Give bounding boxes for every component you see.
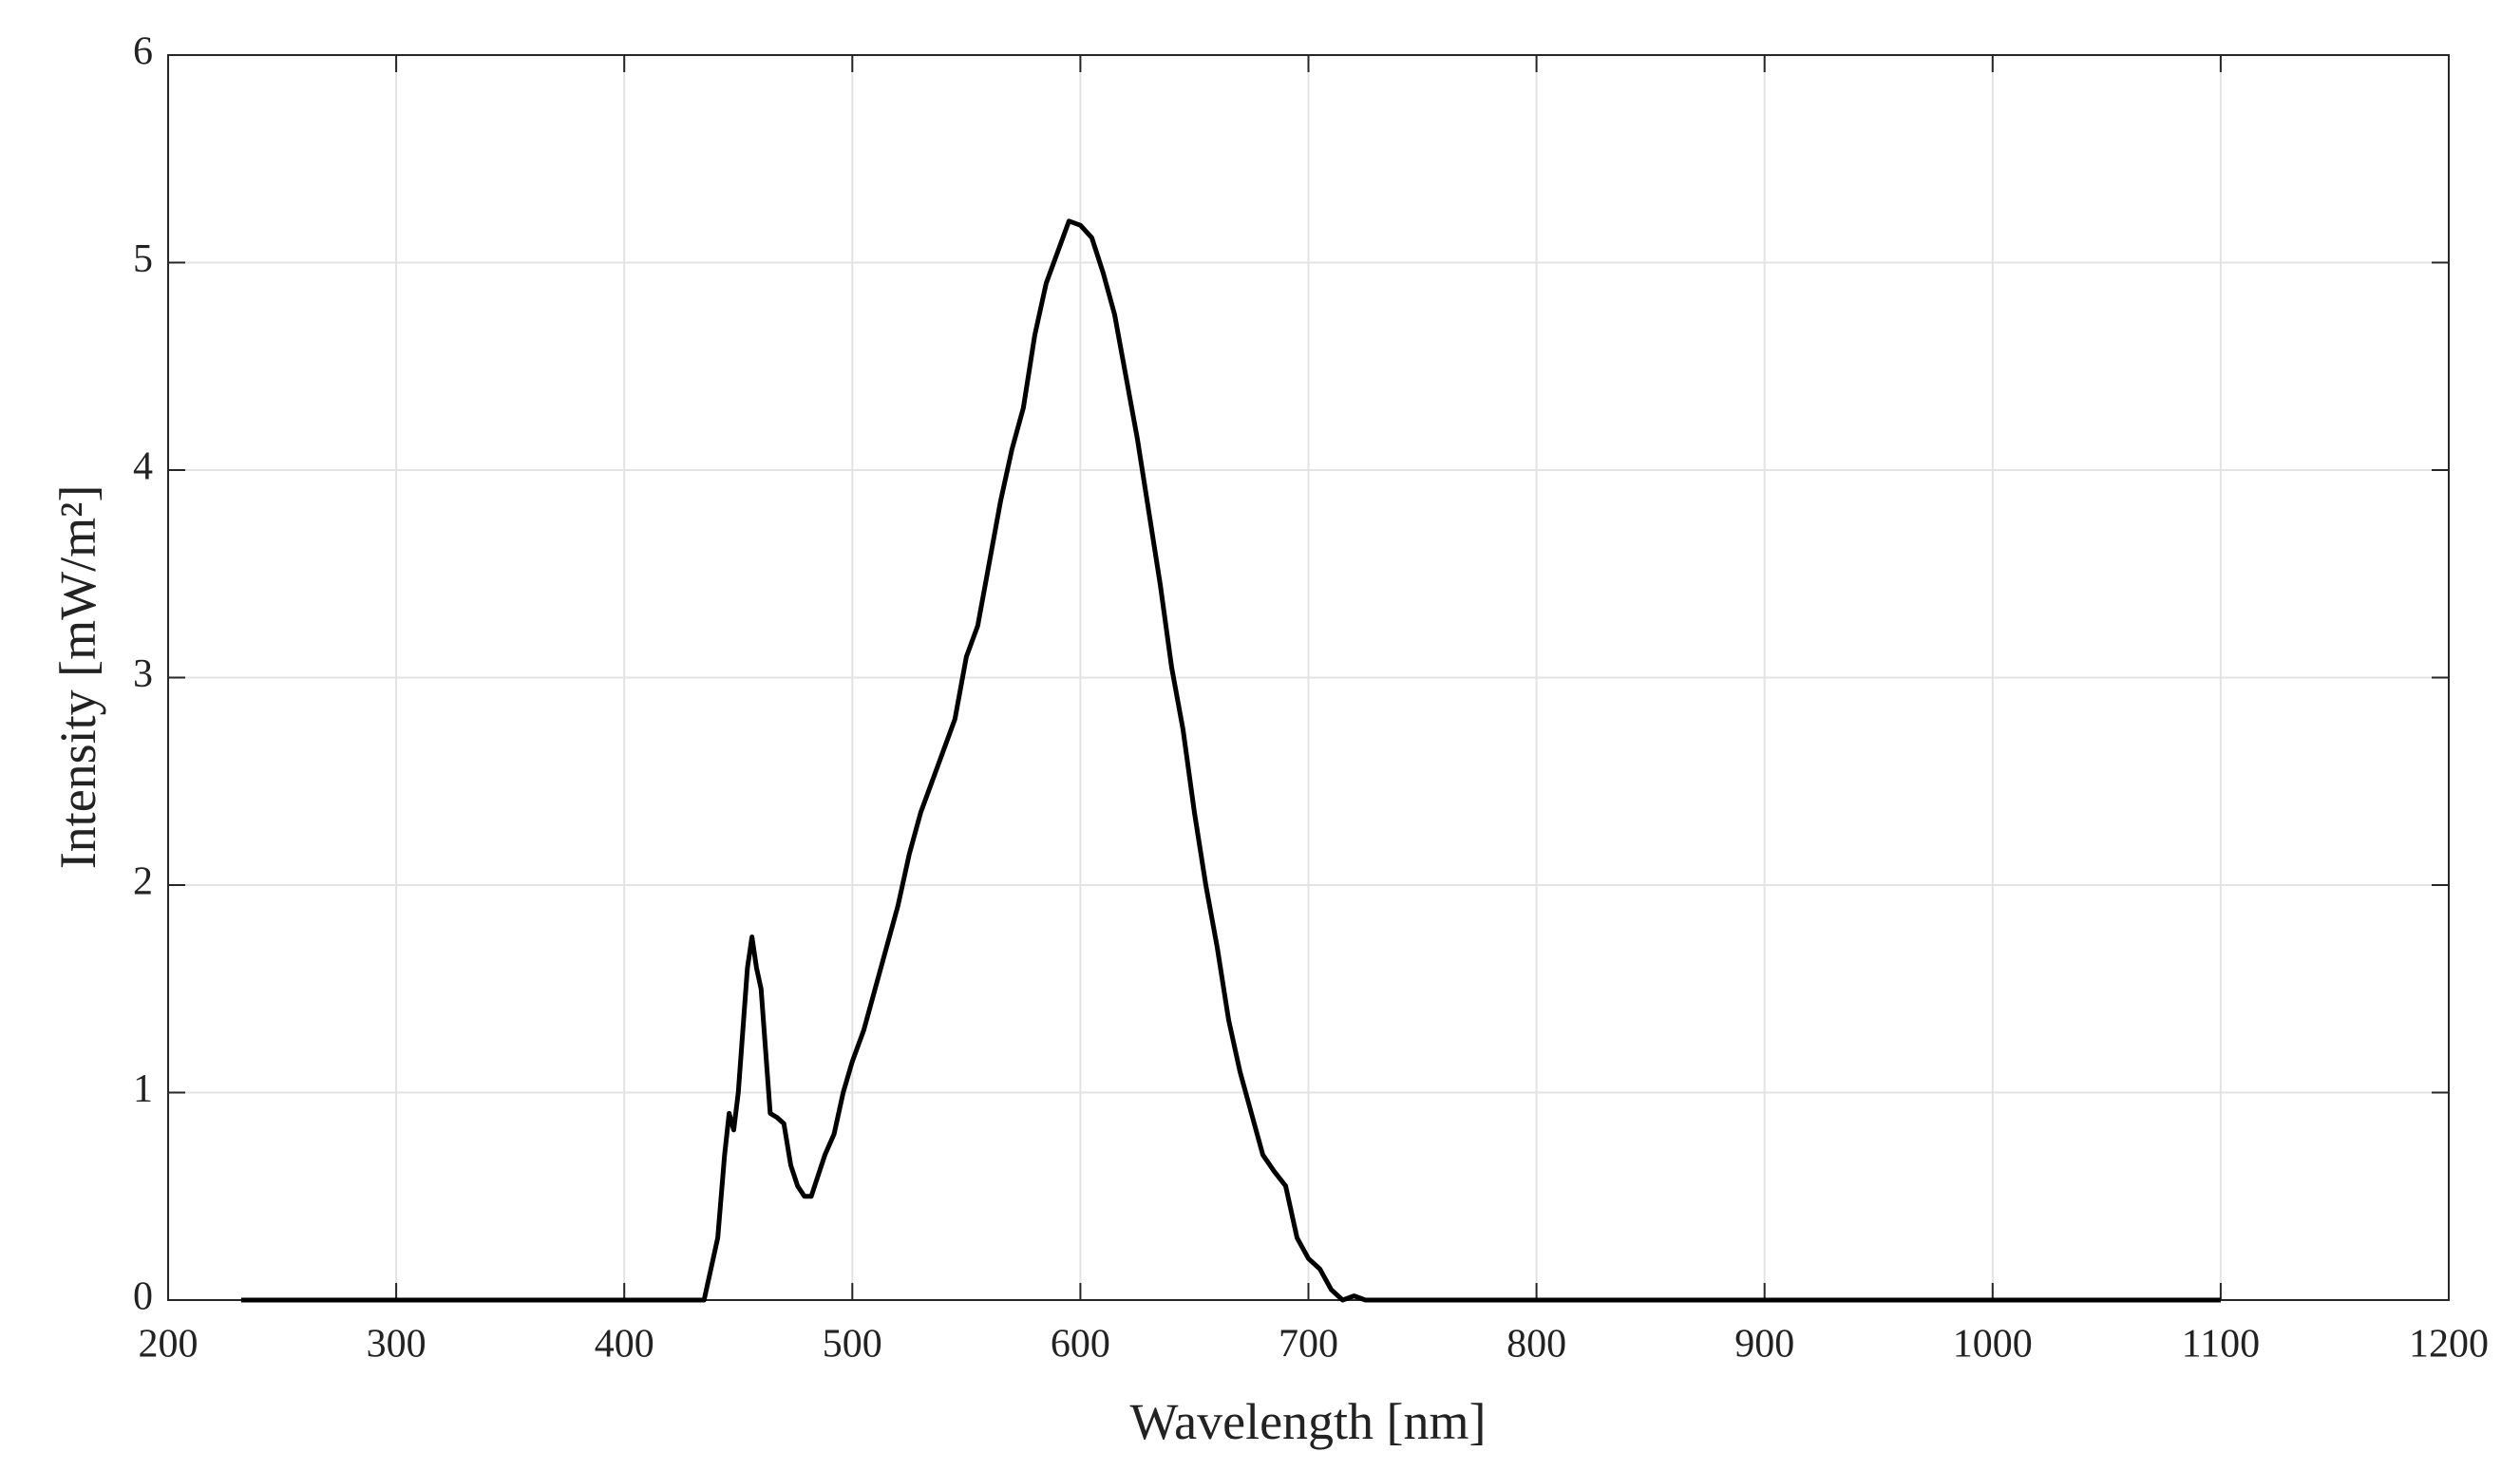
- x-tick-label: 800: [1506, 1323, 1566, 1367]
- y-tick-label: 2: [133, 860, 153, 904]
- y-tick-label: 5: [133, 237, 153, 281]
- x-tick-label: 1200: [2409, 1323, 2489, 1367]
- y-tick-label: 3: [133, 652, 153, 696]
- x-tick-label: 900: [1734, 1323, 1794, 1367]
- x-tick-label: 1100: [2182, 1323, 2260, 1367]
- y-tick-label: 0: [133, 1275, 153, 1319]
- x-axis-label: Wavelength [nm]: [1129, 1393, 1486, 1450]
- y-axis-label: Intensity [mW/m²]: [49, 485, 106, 870]
- y-tick-label: 4: [133, 445, 153, 489]
- x-tick-label: 400: [595, 1323, 654, 1367]
- data-line: [240, 218, 2221, 1303]
- x-tick-label: 1000: [1953, 1323, 2033, 1367]
- x-tick-label: 500: [823, 1323, 882, 1367]
- x-tick-label: 600: [1051, 1323, 1110, 1367]
- y-tick-label: 1: [133, 1067, 153, 1111]
- x-tick-label: 300: [367, 1323, 426, 1367]
- plot-frame: [167, 54, 2450, 1301]
- x-tick-label: 200: [139, 1323, 199, 1367]
- y-tick-label: 6: [133, 30, 153, 74]
- x-tick-label: 700: [1279, 1323, 1338, 1367]
